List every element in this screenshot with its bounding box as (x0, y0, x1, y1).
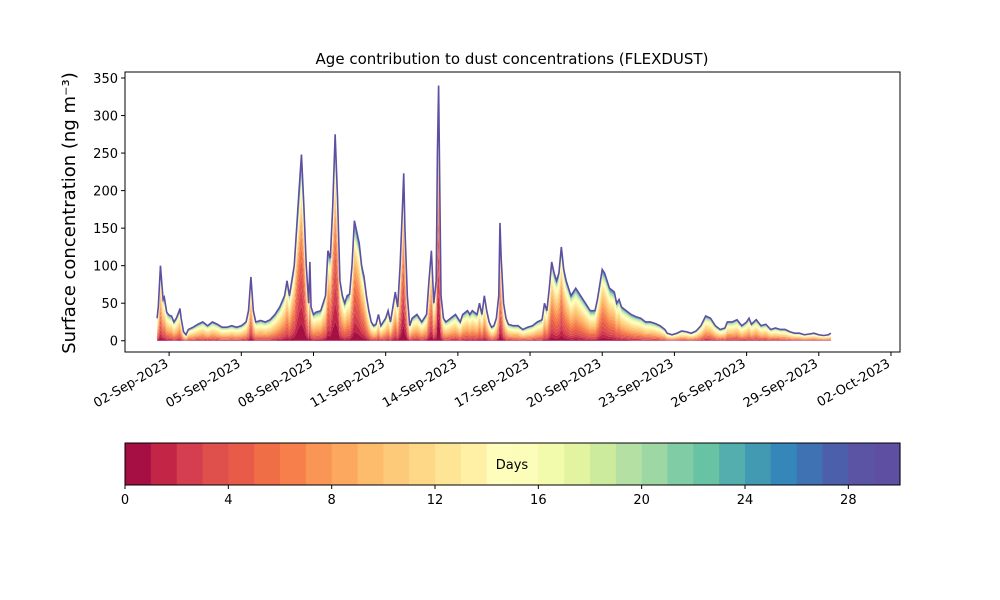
colorbar-cell (176, 443, 204, 485)
colorbar-cell (770, 443, 798, 485)
age-band-6 (157, 196, 831, 340)
age-band-25 (157, 98, 831, 336)
colorbar-cell (745, 443, 772, 485)
age-band-10 (157, 155, 831, 339)
x-tick-label: 26-Sep-2023 (669, 356, 749, 411)
y-tick-label: 0 (110, 335, 118, 350)
colorbar-cell (641, 443, 669, 485)
age-band-7 (157, 183, 831, 340)
colorbar-cell (874, 443, 901, 485)
x-tick-label: 11-Sep-2023 (308, 356, 388, 411)
x-tick-label: 23-Sep-2023 (597, 356, 677, 411)
y-tick-label: 150 (93, 222, 118, 237)
colorbar-cell (486, 443, 514, 485)
colorbar-frame (124, 442, 901, 486)
colorbar-cell (331, 443, 359, 485)
plot-frame (124, 71, 901, 353)
y-tick-label: 50 (101, 297, 118, 312)
x-tick-label: 02-Oct-2023 (815, 356, 893, 410)
x-tick-label: 29-Sep-2023 (741, 356, 821, 411)
colorbar-tick-label: 0 (121, 493, 129, 508)
colorbar-cell (228, 443, 255, 485)
x-tick-label: 02-Sep-2023 (91, 356, 171, 411)
colorbar-cell (435, 443, 462, 485)
colorbar-cell (693, 443, 720, 485)
colorbar-cell (150, 443, 178, 485)
colorbar-cell (796, 443, 824, 485)
age-band-24 (157, 101, 831, 336)
y-tick-label: 200 (93, 185, 118, 200)
age-band-9 (157, 162, 831, 339)
age-band-14 (157, 134, 831, 338)
x-tick-label: 20-Sep-2023 (524, 356, 604, 411)
age-band-16 (157, 126, 831, 337)
age-band-17 (157, 123, 831, 337)
colorbar-cell (125, 443, 152, 485)
age-band-12 (157, 143, 831, 338)
colorbar-label: Days (496, 458, 529, 473)
colorbar-tick-label: 20 (633, 493, 650, 508)
colorbar-tick-label: 28 (840, 493, 857, 508)
colorbar-tick-label: 4 (224, 493, 232, 508)
colorbar-cell (460, 443, 488, 485)
colorbar-cell (202, 443, 229, 485)
colorbar-cell (564, 443, 591, 485)
colorbar-cell (280, 443, 307, 485)
colorbar-cell (357, 443, 384, 485)
x-tick-label: 08-Sep-2023 (236, 356, 316, 411)
y-tick-label: 100 (93, 260, 118, 275)
colorbar-tick-label: 16 (530, 493, 547, 508)
colorbar-tick-label: 8 (328, 493, 336, 508)
age-band-22 (157, 107, 831, 336)
x-tick-label: 14-Sep-2023 (380, 356, 460, 411)
age-band-23 (157, 104, 831, 336)
age-band-26 (157, 94, 831, 336)
colorbar-tick-label: 24 (737, 493, 754, 508)
stacked-areas (156, 85, 832, 341)
colorbar-cell (667, 443, 694, 485)
colorbar-cell (822, 443, 849, 485)
age-band-18 (157, 120, 831, 337)
colorbar-cell (719, 443, 746, 485)
colorbar-tick-label: 12 (427, 493, 444, 508)
colorbar-cell (615, 443, 643, 485)
colorbar-cell (409, 443, 436, 485)
age-band-21 (157, 110, 831, 337)
colorbar-cell (254, 443, 281, 485)
age-band-13 (157, 138, 831, 338)
x-tick-label: 05-Sep-2023 (163, 356, 243, 411)
y-axis-label: Surface concentration (ng m⁻³) (59, 72, 80, 354)
colorbar-cell (538, 443, 565, 485)
x-tick-label: 17-Sep-2023 (452, 356, 532, 411)
colorbar-cell (848, 443, 875, 485)
y-axis: 0 50 100 150 200 250 300 350 (93, 72, 125, 350)
age-band-19 (157, 117, 831, 337)
y-tick-label: 350 (93, 72, 118, 87)
x-axis: 02-Sep-202305-Sep-202308-Sep-202311-Sep-… (91, 352, 893, 411)
total-line (156, 85, 832, 337)
colorbar-cells (125, 443, 901, 485)
age-band-20 (157, 113, 831, 337)
colorbar-cell (383, 443, 410, 485)
colorbar-cell (590, 443, 617, 485)
age-band-29 (157, 85, 831, 336)
age-band-11 (157, 148, 831, 339)
age-band-15 (157, 130, 831, 338)
colorbar-ticks: 0 4 8 12 16 20 24 28 (121, 485, 857, 508)
y-tick-label: 250 (93, 147, 118, 162)
age-band-27 (157, 91, 831, 336)
chart-title: Age contribution to dust concentrations … (316, 50, 709, 68)
age-band-28 (157, 88, 831, 336)
y-tick-label: 300 (93, 110, 118, 125)
colorbar-cell (512, 443, 539, 485)
age-band-8 (157, 172, 831, 340)
plot-area (124, 71, 901, 353)
colorbar: 0 4 8 12 16 20 24 28 Days (121, 442, 901, 508)
colorbar-cell (305, 443, 333, 485)
